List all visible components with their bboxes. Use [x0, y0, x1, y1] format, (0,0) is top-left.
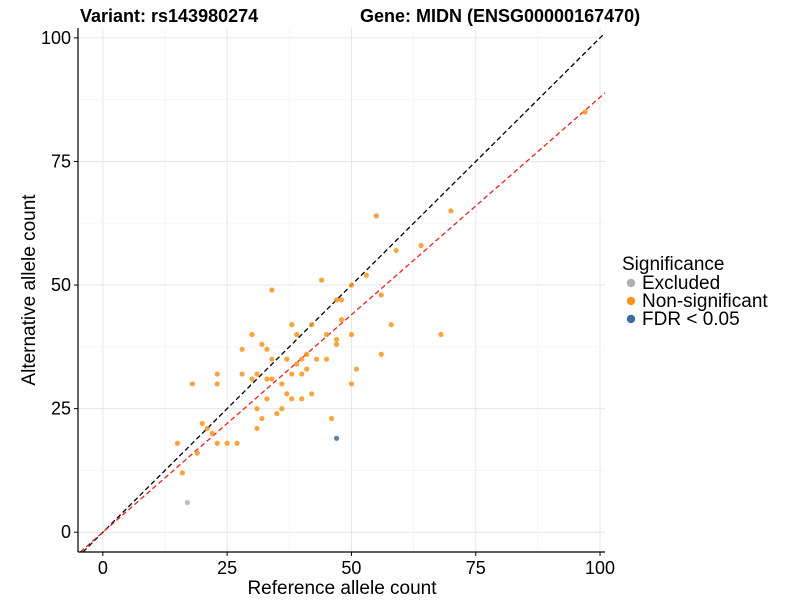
point-non-significant — [353, 366, 360, 372]
point-non-significant — [448, 208, 454, 214]
point-non-significant — [289, 371, 295, 377]
point-non-significant — [249, 331, 255, 338]
point-non-significant — [338, 317, 345, 323]
x-tick-label: 25 — [217, 558, 237, 578]
point-non-significant — [294, 331, 300, 338]
point-non-significant — [274, 410, 280, 417]
reference-line-identity — [82, 32, 606, 553]
y-tick-label: 0 — [61, 522, 71, 542]
point-non-significant — [314, 356, 320, 362]
point-non-significant — [174, 440, 181, 446]
point-non-significant — [323, 331, 330, 338]
chart-title-gene: Gene: MIDN (ENSG00000167470) — [360, 6, 640, 26]
point-non-significant — [204, 425, 210, 432]
point-non-significant — [264, 376, 270, 382]
point-non-significant — [438, 331, 444, 338]
point-non-significant — [264, 396, 270, 402]
point-non-significant — [189, 381, 195, 387]
point-non-significant — [388, 322, 394, 328]
point-non-significant — [299, 356, 305, 362]
point-non-significant — [323, 356, 330, 362]
point-non-significant — [269, 356, 275, 362]
legend: Significance ExcludedNon-significantFDR … — [622, 254, 768, 330]
point-non-significant — [279, 381, 285, 387]
legend-label-excluded: Excluded — [642, 273, 720, 294]
y-tick-label: 100 — [41, 28, 71, 48]
x-tick-label: 0 — [98, 558, 108, 578]
grid — [78, 28, 605, 552]
point-non-significant — [214, 371, 220, 377]
legend-key-non-significant — [626, 296, 636, 306]
point-non-significant — [378, 351, 384, 357]
point-non-significant — [239, 371, 245, 377]
point-non-significant — [333, 341, 340, 347]
point-non-significant — [264, 346, 270, 352]
point-non-significant — [194, 450, 200, 456]
y-tick-label: 50 — [51, 275, 71, 295]
x-tick-label: 75 — [466, 558, 486, 578]
point-non-significant — [259, 415, 265, 422]
x-tick-label: 100 — [585, 558, 615, 578]
point-non-significant — [284, 356, 290, 362]
point-non-significant — [289, 322, 295, 328]
point-non-significant — [309, 322, 315, 328]
point-non-significant — [348, 381, 355, 387]
point-non-significant — [319, 277, 325, 283]
data-points — [174, 109, 588, 506]
x-tick-label: 50 — [341, 558, 361, 578]
legend-key-fdr-0-05 — [626, 314, 636, 324]
point-non-significant — [214, 381, 220, 387]
point-non-significant — [328, 415, 335, 422]
point-non-significant — [259, 341, 265, 347]
y-tick-label: 25 — [51, 399, 71, 419]
legend-key-excluded — [626, 278, 636, 288]
point-non-significant — [294, 361, 300, 367]
point-non-significant — [269, 376, 275, 382]
point-non-significant — [304, 366, 310, 372]
point-non-significant — [254, 406, 260, 412]
point-non-significant — [333, 297, 340, 303]
point-non-significant — [348, 282, 355, 288]
chart-title-variant: Variant: rs143980274 — [80, 6, 258, 26]
point-non-significant — [254, 371, 260, 377]
point-non-significant — [348, 331, 355, 338]
point-excluded — [184, 499, 190, 506]
point-non-significant — [214, 440, 220, 446]
axes: 0 25 50 75 100 0 25 50 75 100 — [41, 28, 615, 578]
point-non-significant — [239, 346, 245, 352]
legend-label-non-significant: Non-significant — [642, 291, 768, 312]
legend-title: Significance — [622, 254, 724, 275]
point-non-significant — [304, 351, 310, 357]
point-non-significant — [373, 213, 379, 219]
reference-lines — [79, 32, 606, 553]
point-non-significant — [309, 391, 315, 397]
point-non-significant — [269, 287, 275, 293]
point-non-significant — [289, 396, 295, 402]
point-non-significant — [418, 242, 424, 249]
point-non-significant — [363, 272, 369, 278]
point-non-significant — [338, 297, 345, 303]
point-non-significant — [209, 430, 215, 436]
legend-label-fdr-0-05: FDR < 0.05 — [642, 309, 740, 330]
point-non-significant — [279, 406, 285, 412]
reference-line-fit — [79, 92, 606, 553]
point-non-significant — [199, 420, 205, 427]
point-non-significant — [393, 247, 399, 254]
point-non-significant — [299, 396, 305, 402]
point-non-significant — [299, 371, 305, 377]
point-non-significant — [249, 376, 255, 382]
point-non-significant — [224, 440, 230, 446]
point-non-significant — [234, 440, 240, 446]
point-non-significant — [254, 425, 260, 432]
y-tick-label: 75 — [51, 151, 71, 171]
x-axis-title: Reference allele count — [247, 578, 437, 599]
point-non-significant — [179, 470, 186, 476]
point-fdr-0-05 — [333, 435, 340, 441]
point-non-significant — [582, 109, 588, 115]
y-axis-title: Alternative allele count — [19, 194, 40, 386]
point-non-significant — [333, 336, 340, 343]
point-non-significant — [378, 292, 384, 298]
point-non-significant — [284, 391, 290, 397]
